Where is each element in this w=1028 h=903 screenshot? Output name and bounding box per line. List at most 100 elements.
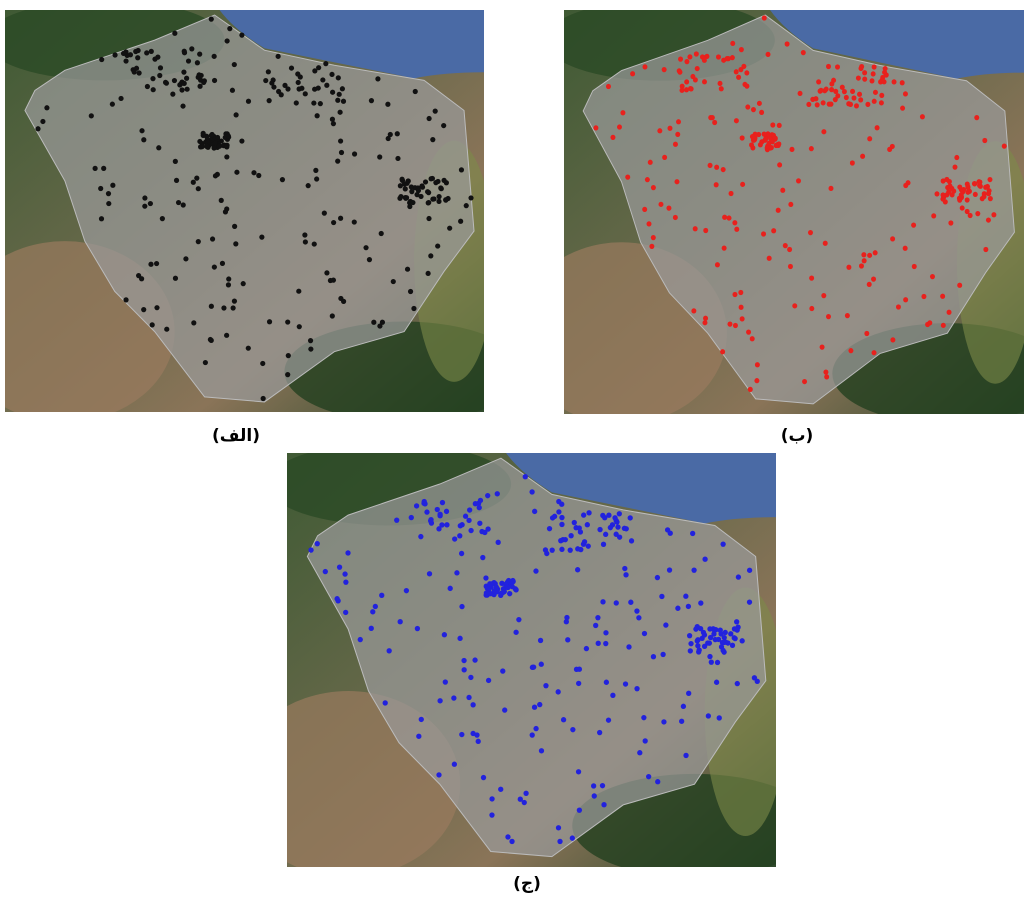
sample-point (845, 313, 850, 318)
sample-point (308, 346, 313, 351)
sample-point (600, 783, 605, 788)
sample-point (637, 750, 642, 755)
sample-point (132, 69, 137, 74)
sample-point (941, 192, 946, 197)
sample-point (112, 52, 117, 57)
sample-point (338, 110, 343, 115)
sample-point (720, 541, 725, 546)
sample-point (593, 125, 598, 130)
sample-point (892, 79, 897, 84)
sample-point (232, 62, 237, 67)
sample-point (142, 204, 147, 209)
sample-point (686, 604, 691, 609)
sample-point (330, 90, 335, 95)
sample-point (312, 241, 317, 246)
sample-point (721, 167, 726, 172)
sample-point (340, 86, 345, 91)
sample-point (312, 68, 317, 73)
sample-point (610, 135, 615, 140)
sample-point (331, 220, 336, 225)
sample-point (641, 715, 646, 720)
sample-point (459, 604, 464, 609)
sample-point (623, 681, 628, 686)
sample-point (311, 100, 316, 105)
sample-point (668, 126, 673, 131)
sample-point (783, 243, 788, 248)
sample-point (209, 17, 214, 22)
sample-point (734, 227, 739, 232)
sample-point (537, 702, 542, 707)
sample-point (409, 189, 414, 194)
sample-point (755, 362, 760, 367)
sample-point (732, 292, 737, 297)
sample-point (777, 123, 782, 128)
sample-point (232, 299, 237, 304)
sample-point (867, 282, 872, 287)
sample-point (199, 144, 204, 149)
sample-point (494, 589, 499, 594)
sample-point (941, 323, 946, 328)
sample-point (420, 185, 425, 190)
sample-point (223, 209, 228, 214)
sample-point (745, 104, 750, 109)
sample-point (983, 247, 988, 252)
sample-point (710, 115, 715, 120)
sample-point (565, 637, 570, 642)
sample-point (363, 245, 368, 250)
sample-point (705, 640, 710, 645)
sample-point (735, 627, 740, 632)
sample-point (303, 91, 308, 96)
sample-point (345, 550, 350, 555)
sample-point (338, 138, 343, 143)
sample-point (921, 294, 926, 299)
sample-point (600, 599, 605, 604)
sample-point (693, 226, 698, 231)
sample-point (688, 648, 693, 653)
sample-point (747, 568, 752, 573)
sample-point (698, 600, 703, 605)
sample-point (482, 530, 487, 535)
sample-point (385, 102, 390, 107)
sample-point (761, 231, 766, 236)
sample-point (276, 54, 281, 59)
sample-point (191, 180, 196, 185)
sample-point (44, 105, 49, 110)
sample-point (985, 184, 990, 189)
map-panel (564, 10, 1024, 414)
sample-point (40, 119, 45, 124)
sample-point (489, 581, 494, 586)
sample-point (133, 49, 138, 54)
sample-point (335, 159, 340, 164)
sample-point (404, 588, 409, 593)
sample-point (338, 216, 343, 221)
sample-point (686, 691, 691, 696)
sample-point (267, 98, 272, 103)
sample-point (824, 374, 829, 379)
sample-point (668, 531, 673, 536)
sample-point (625, 175, 630, 180)
sample-point (676, 119, 681, 124)
sample-point (251, 170, 256, 175)
sample-point (719, 644, 724, 649)
sample-point (747, 599, 752, 604)
sample-point (691, 567, 696, 572)
sample-point (584, 646, 589, 651)
sample-point (457, 533, 462, 538)
sample-point (331, 278, 336, 283)
sample-point (135, 55, 140, 60)
sample-point (744, 84, 749, 89)
sample-point (418, 534, 423, 539)
sample-point (298, 74, 303, 79)
sample-point (896, 304, 901, 309)
sample-point (601, 802, 606, 807)
sample-point (713, 637, 718, 642)
sample-point (194, 176, 199, 181)
sample-point (221, 305, 226, 310)
sample-point (180, 103, 185, 108)
sample-point (900, 80, 905, 85)
sample-point (846, 265, 851, 270)
sample-point (299, 86, 304, 91)
sample-point (651, 654, 656, 659)
sample-point (663, 622, 668, 627)
sample-point (234, 170, 239, 175)
